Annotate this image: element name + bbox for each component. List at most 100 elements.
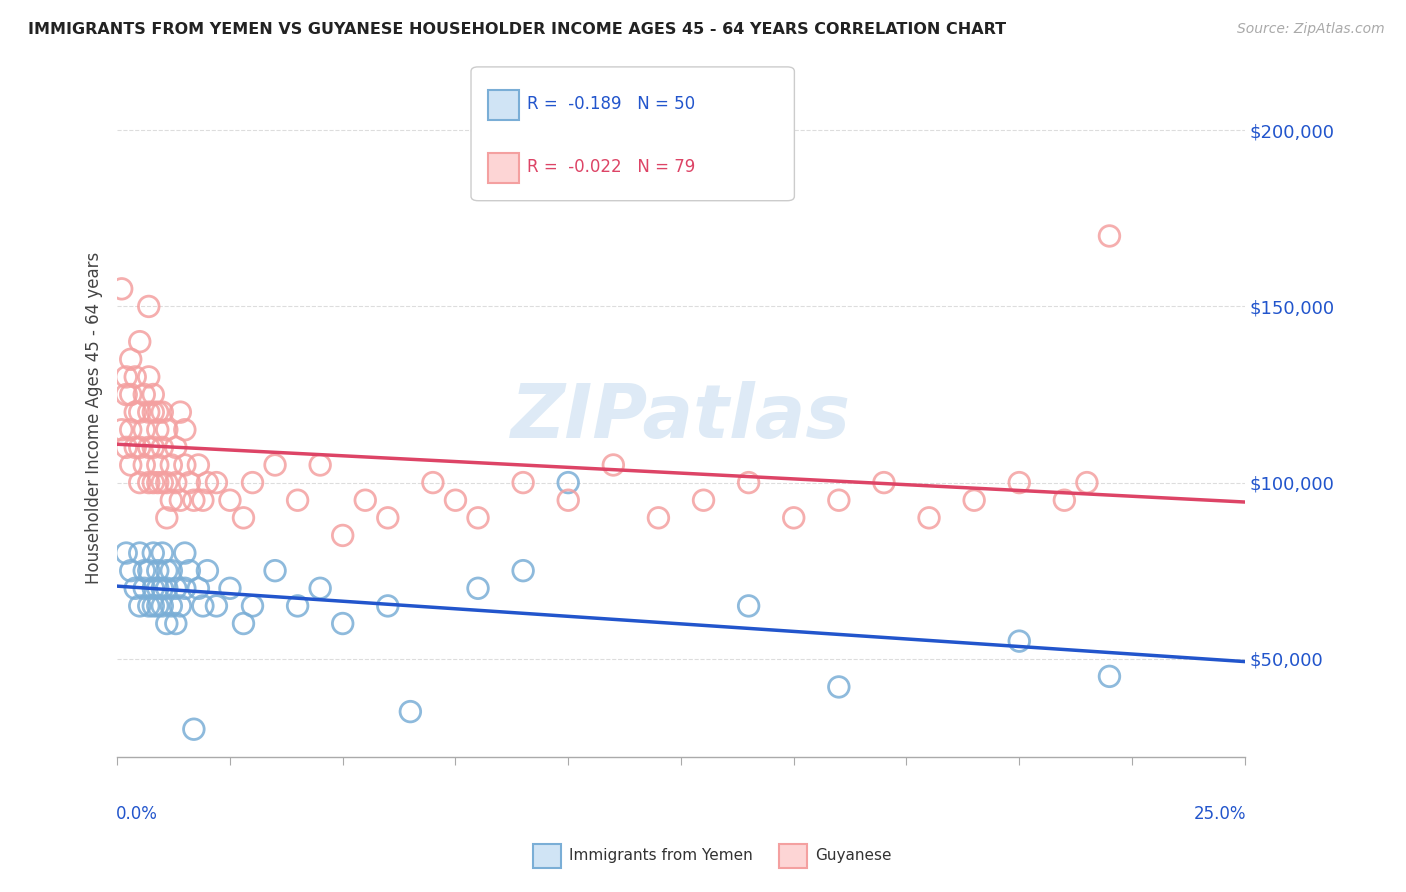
- Point: [150, 582, 173, 596]
- Point: [187, 582, 209, 596]
- Point: [399, 705, 422, 719]
- Text: ZIPatlas: ZIPatlas: [510, 381, 851, 454]
- Point: [142, 387, 165, 401]
- Point: [138, 475, 160, 490]
- Point: [156, 564, 179, 578]
- Point: [128, 405, 150, 419]
- Point: [124, 370, 146, 384]
- Point: [142, 475, 165, 490]
- Point: [332, 528, 354, 542]
- Point: [1076, 475, 1098, 490]
- Point: [309, 582, 332, 596]
- Point: [179, 564, 201, 578]
- Point: [242, 599, 264, 613]
- Point: [173, 423, 195, 437]
- Point: [557, 493, 579, 508]
- Point: [918, 511, 941, 525]
- Point: [146, 458, 169, 472]
- Point: [647, 511, 669, 525]
- Point: [173, 582, 195, 596]
- Point: [142, 405, 165, 419]
- Text: R =  -0.189   N = 50: R = -0.189 N = 50: [527, 95, 696, 113]
- Point: [692, 493, 714, 508]
- Point: [377, 511, 399, 525]
- Point: [377, 599, 399, 613]
- Point: [134, 458, 156, 472]
- Point: [146, 582, 169, 596]
- Point: [332, 616, 354, 631]
- Point: [232, 616, 254, 631]
- Point: [873, 475, 896, 490]
- Point: [142, 441, 165, 455]
- Point: [156, 582, 179, 596]
- Point: [205, 599, 228, 613]
- Y-axis label: Householder Income Ages 45 - 64 years: Householder Income Ages 45 - 64 years: [86, 252, 103, 583]
- Point: [134, 564, 156, 578]
- Point: [128, 441, 150, 455]
- Point: [173, 546, 195, 560]
- Point: [115, 387, 138, 401]
- Point: [187, 458, 209, 472]
- Point: [128, 475, 150, 490]
- Point: [1098, 229, 1121, 244]
- Point: [150, 546, 173, 560]
- Point: [150, 475, 173, 490]
- Text: Source: ZipAtlas.com: Source: ZipAtlas.com: [1237, 22, 1385, 37]
- Point: [115, 370, 138, 384]
- Point: [120, 423, 142, 437]
- Point: [142, 582, 165, 596]
- Point: [150, 599, 173, 613]
- Text: Immigrants from Yemen: Immigrants from Yemen: [569, 848, 754, 863]
- Point: [232, 511, 254, 525]
- Point: [160, 493, 183, 508]
- Point: [138, 300, 160, 314]
- Point: [124, 441, 146, 455]
- Text: R =  -0.022   N = 79: R = -0.022 N = 79: [527, 158, 696, 176]
- Point: [120, 458, 142, 472]
- Point: [138, 441, 160, 455]
- Point: [264, 564, 287, 578]
- Point: [422, 475, 444, 490]
- Point: [264, 458, 287, 472]
- Point: [197, 475, 219, 490]
- Point: [124, 405, 146, 419]
- Point: [205, 475, 228, 490]
- Point: [165, 582, 187, 596]
- Text: 0.0%: 0.0%: [117, 805, 157, 823]
- Point: [179, 475, 201, 490]
- Point: [142, 546, 165, 560]
- Point: [160, 564, 183, 578]
- Text: Guyanese: Guyanese: [815, 848, 891, 863]
- Point: [146, 599, 169, 613]
- Point: [134, 582, 156, 596]
- Point: [120, 387, 142, 401]
- Point: [150, 441, 173, 455]
- Point: [160, 599, 183, 613]
- Point: [219, 493, 242, 508]
- Point: [197, 564, 219, 578]
- Point: [115, 441, 138, 455]
- Point: [134, 423, 156, 437]
- Point: [138, 370, 160, 384]
- Point: [828, 493, 851, 508]
- Point: [111, 282, 134, 296]
- Point: [219, 582, 242, 596]
- Point: [242, 475, 264, 490]
- Point: [783, 511, 806, 525]
- Point: [138, 405, 160, 419]
- Point: [146, 423, 169, 437]
- Point: [1008, 634, 1031, 648]
- Point: [467, 511, 489, 525]
- Point: [183, 493, 205, 508]
- Text: IMMIGRANTS FROM YEMEN VS GUYANESE HOUSEHOLDER INCOME AGES 45 - 64 YEARS CORRELAT: IMMIGRANTS FROM YEMEN VS GUYANESE HOUSEH…: [28, 22, 1007, 37]
- Point: [191, 599, 214, 613]
- Point: [512, 564, 534, 578]
- Point: [737, 599, 759, 613]
- Point: [165, 441, 187, 455]
- Point: [169, 493, 191, 508]
- Point: [602, 458, 624, 472]
- Point: [128, 599, 150, 613]
- Point: [150, 405, 173, 419]
- Point: [173, 458, 195, 472]
- Point: [309, 458, 332, 472]
